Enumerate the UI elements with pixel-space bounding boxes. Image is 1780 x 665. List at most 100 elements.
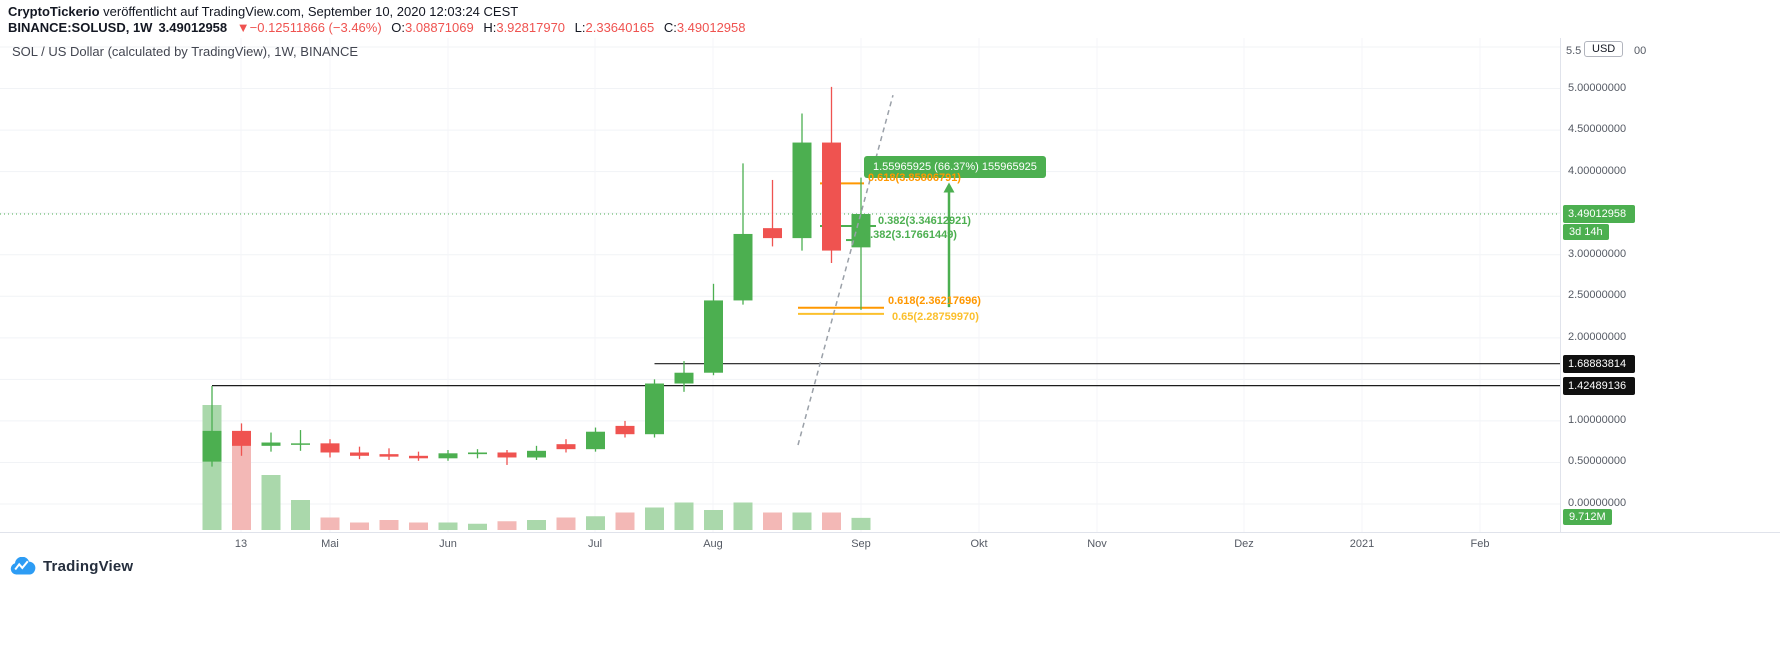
price-axis-label[interactable]: 2.50000000 (1568, 289, 1627, 302)
currency-toggle-button[interactable]: USD (1584, 41, 1624, 57)
volume-bar[interactable] (763, 512, 782, 531)
volume-bar[interactable] (822, 512, 841, 531)
candlestick[interactable] (202, 430, 222, 462)
volume-bar[interactable] (851, 517, 871, 530)
time-axis-label[interactable]: Jul (587, 538, 603, 550)
volume-bar[interactable] (379, 520, 399, 530)
change-direction-icon: ▼ (236, 20, 250, 35)
volume-bar[interactable] (468, 523, 487, 530)
volume-bar[interactable] (792, 512, 812, 531)
candlestick[interactable] (556, 444, 576, 450)
candlestick[interactable] (379, 454, 399, 457)
price-axis-label[interactable]: 2.00000000 (1568, 330, 1627, 343)
publish-info: veröffentlicht auf TradingView.com, Sept… (103, 4, 519, 19)
price-axis-border (1560, 38, 1561, 532)
low-value: 2.33640165 (585, 20, 655, 35)
time-axis-label[interactable]: Sep (851, 538, 871, 550)
candlestick[interactable] (586, 431, 605, 450)
fib-level-label: 0.382(3.34612921) (878, 214, 971, 227)
candlestick[interactable] (851, 214, 871, 248)
dashed-trendline[interactable] (797, 94, 894, 446)
close-value: 3.49012958 (676, 20, 746, 35)
volume-bar[interactable] (320, 517, 340, 531)
fib-level-label: 0.382(3.17661449) (864, 229, 957, 242)
price-axis-label[interactable]: 0.00000000 (1568, 497, 1627, 509)
price-chart-canvas[interactable] (0, 38, 1560, 532)
high-value: 3.92817970 (496, 20, 566, 35)
price-axis-partial-label-right: 00 (1634, 45, 1647, 57)
candlestick[interactable] (527, 450, 546, 458)
last-price-badge: 3.49012958 (1563, 205, 1635, 223)
candlestick[interactable] (468, 452, 487, 455)
open-label: O: (391, 20, 406, 35)
fib-level-label: 0.618(2.36217696) (888, 294, 981, 307)
volume-bar[interactable] (497, 521, 517, 530)
candlestick[interactable] (763, 228, 782, 239)
last-price-text: 3.49012958 (158, 20, 228, 35)
time-axis-label[interactable]: 2021 (1349, 538, 1375, 550)
low-label: L: (574, 20, 586, 35)
volume-bar[interactable] (674, 502, 694, 531)
volume-bar[interactable] (527, 520, 546, 530)
volume-bar[interactable] (733, 502, 753, 531)
candlestick[interactable] (232, 430, 251, 446)
high-label: H: (483, 20, 497, 35)
time-axis-label[interactable]: Nov (1087, 538, 1107, 550)
close-label: C: (663, 20, 677, 35)
candlestick[interactable] (350, 452, 369, 456)
volume-bar[interactable] (556, 517, 576, 531)
fib-level-label: 0.65(2.28759970) (892, 310, 979, 323)
fib-level-label: 0.618(3.85806791) (868, 172, 961, 185)
candlestick[interactable] (822, 142, 841, 251)
volume-bar[interactable] (261, 475, 281, 530)
candlestick[interactable] (733, 233, 753, 301)
chart-legend-title: SOL / US Dollar (calculated by TradingVi… (12, 44, 359, 59)
time-axis-label[interactable]: Mai (321, 538, 339, 550)
time-axis-label[interactable]: Aug (703, 538, 723, 550)
candlestick[interactable] (645, 383, 664, 435)
tradingview-logo-icon (10, 557, 36, 575)
time-axis-label[interactable]: Feb (1470, 538, 1490, 550)
candlestick[interactable] (615, 425, 635, 435)
price-axis-label[interactable]: 0.50000000 (1568, 455, 1627, 468)
price-axis-label[interactable]: 5.00000000 (1568, 81, 1627, 94)
projection-arrow-head (943, 182, 955, 193)
candlestick[interactable] (438, 453, 458, 459)
price-axis-label[interactable]: 1.00000000 (1568, 413, 1627, 426)
volume-bar[interactable] (645, 507, 664, 531)
time-axis-label[interactable]: Jun (439, 538, 457, 550)
candlestick[interactable] (674, 372, 694, 384)
volume-value-badge: 9.712M (1563, 508, 1612, 525)
price-axis-label[interactable]: 3.00000000 (1568, 247, 1627, 260)
time-axis-label[interactable]: Dez (1234, 538, 1254, 550)
candlestick[interactable] (320, 443, 340, 453)
publish-info-bar: CryptoTickerio veröffentlicht auf Tradin… (8, 4, 518, 19)
candlestick[interactable] (792, 142, 812, 239)
price-change-text: −0.12511866 (−3.46%) (249, 20, 382, 35)
candlestick[interactable] (261, 442, 281, 446)
footer-brand[interactable]: TradingView (10, 557, 133, 575)
volume-bar[interactable] (704, 510, 723, 530)
time-axis-label[interactable]: Okt (970, 538, 988, 550)
price-axis-label[interactable]: 4.50000000 (1568, 123, 1627, 136)
volume-bar[interactable] (615, 512, 635, 531)
candlestick[interactable] (497, 452, 517, 458)
volume-bar[interactable] (232, 445, 251, 530)
volume-bar[interactable] (291, 500, 310, 530)
time-axis-border (0, 532, 1780, 533)
time-axis-label[interactable]: 13 (234, 538, 248, 550)
tradingview-brand-text: TradingView (43, 557, 134, 575)
hline-price-badge: 1.42489136 (1563, 376, 1635, 395)
candlestick[interactable] (409, 455, 428, 459)
projection-label[interactable]: 1.55965925 (66.37%) 155965925 (864, 155, 1046, 178)
candlestick[interactable] (291, 443, 310, 445)
symbol-name: BINANCE:SOLUSD, 1W (8, 20, 153, 35)
volume-bar[interactable] (350, 522, 369, 531)
volume-bar[interactable] (438, 522, 458, 531)
volume-bar[interactable] (409, 522, 428, 531)
price-axis-label[interactable]: 4.00000000 (1568, 164, 1627, 177)
volume-bar[interactable] (586, 516, 605, 530)
candlestick[interactable] (704, 300, 723, 373)
bar-countdown-badge: 3d 14h (1563, 224, 1609, 240)
